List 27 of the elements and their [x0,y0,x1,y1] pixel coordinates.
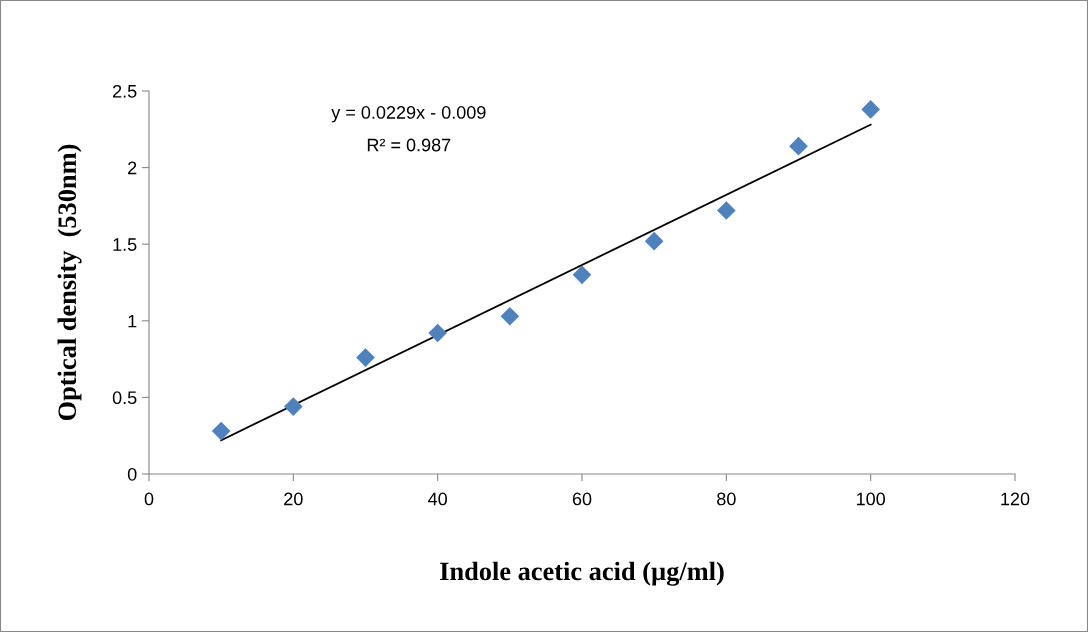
x-tick-label: 120 [1001,492,1030,506]
point [789,136,808,156]
y-tick-label: 1 [128,314,137,328]
annotation: y = 0.0229x - 0.009 [331,106,486,123]
y-tick-label: 0 [127,467,137,481]
x-tick-label: 100 [856,492,886,506]
x-tick-label: 0 [144,492,154,506]
x-tick-label: 40 [428,492,447,506]
point [572,265,592,285]
x-tick-label: 60 [572,492,592,506]
y-tick-label: 0.5 [112,391,137,405]
y-tick-label: 2.5 [113,84,137,98]
y-tick-label: 1.5 [113,238,137,251]
point [500,306,520,326]
point [356,348,375,367]
point [861,100,880,119]
x-tick-label: 80 [717,492,736,506]
point [211,421,231,441]
point [428,323,447,343]
point [284,397,303,416]
x-tick-label: 20 [284,492,303,506]
y-axis-title: Optical density (530nm) [57,144,82,421]
annotation: R² = 0.987 [367,138,451,152]
y-tick-label: 2 [128,161,137,175]
point [644,231,664,251]
point [717,201,736,220]
x-axis-title: Indole acetic acid (µg/ml) [440,561,724,586]
